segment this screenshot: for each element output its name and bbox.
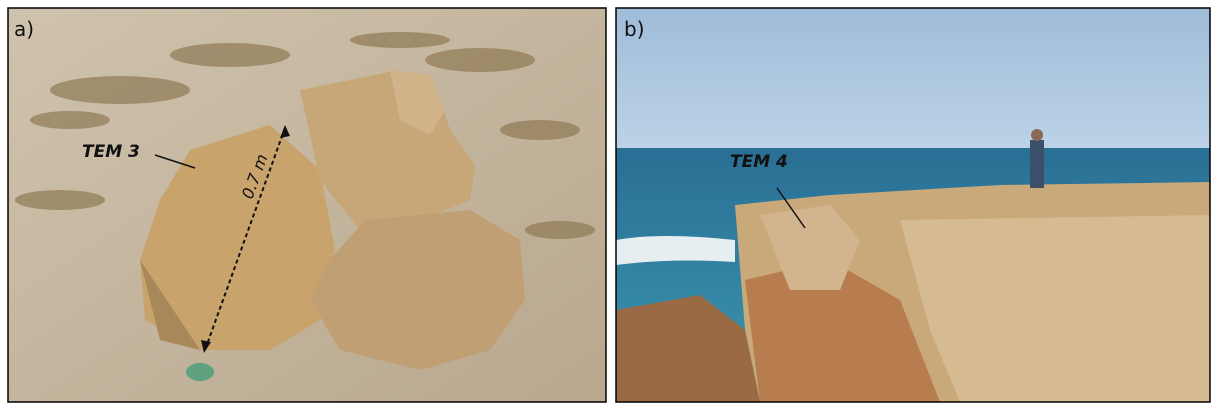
frame-b <box>615 7 1211 403</box>
photo-b <box>616 8 1210 402</box>
annotation: TEM 4 <box>730 152 788 172</box>
annotation: TEM 3 <box>82 142 140 162</box>
panel-label: a) <box>14 17 34 41</box>
frame-a <box>7 7 607 403</box>
panel-label: b) <box>624 17 645 41</box>
photo-a <box>8 8 606 402</box>
